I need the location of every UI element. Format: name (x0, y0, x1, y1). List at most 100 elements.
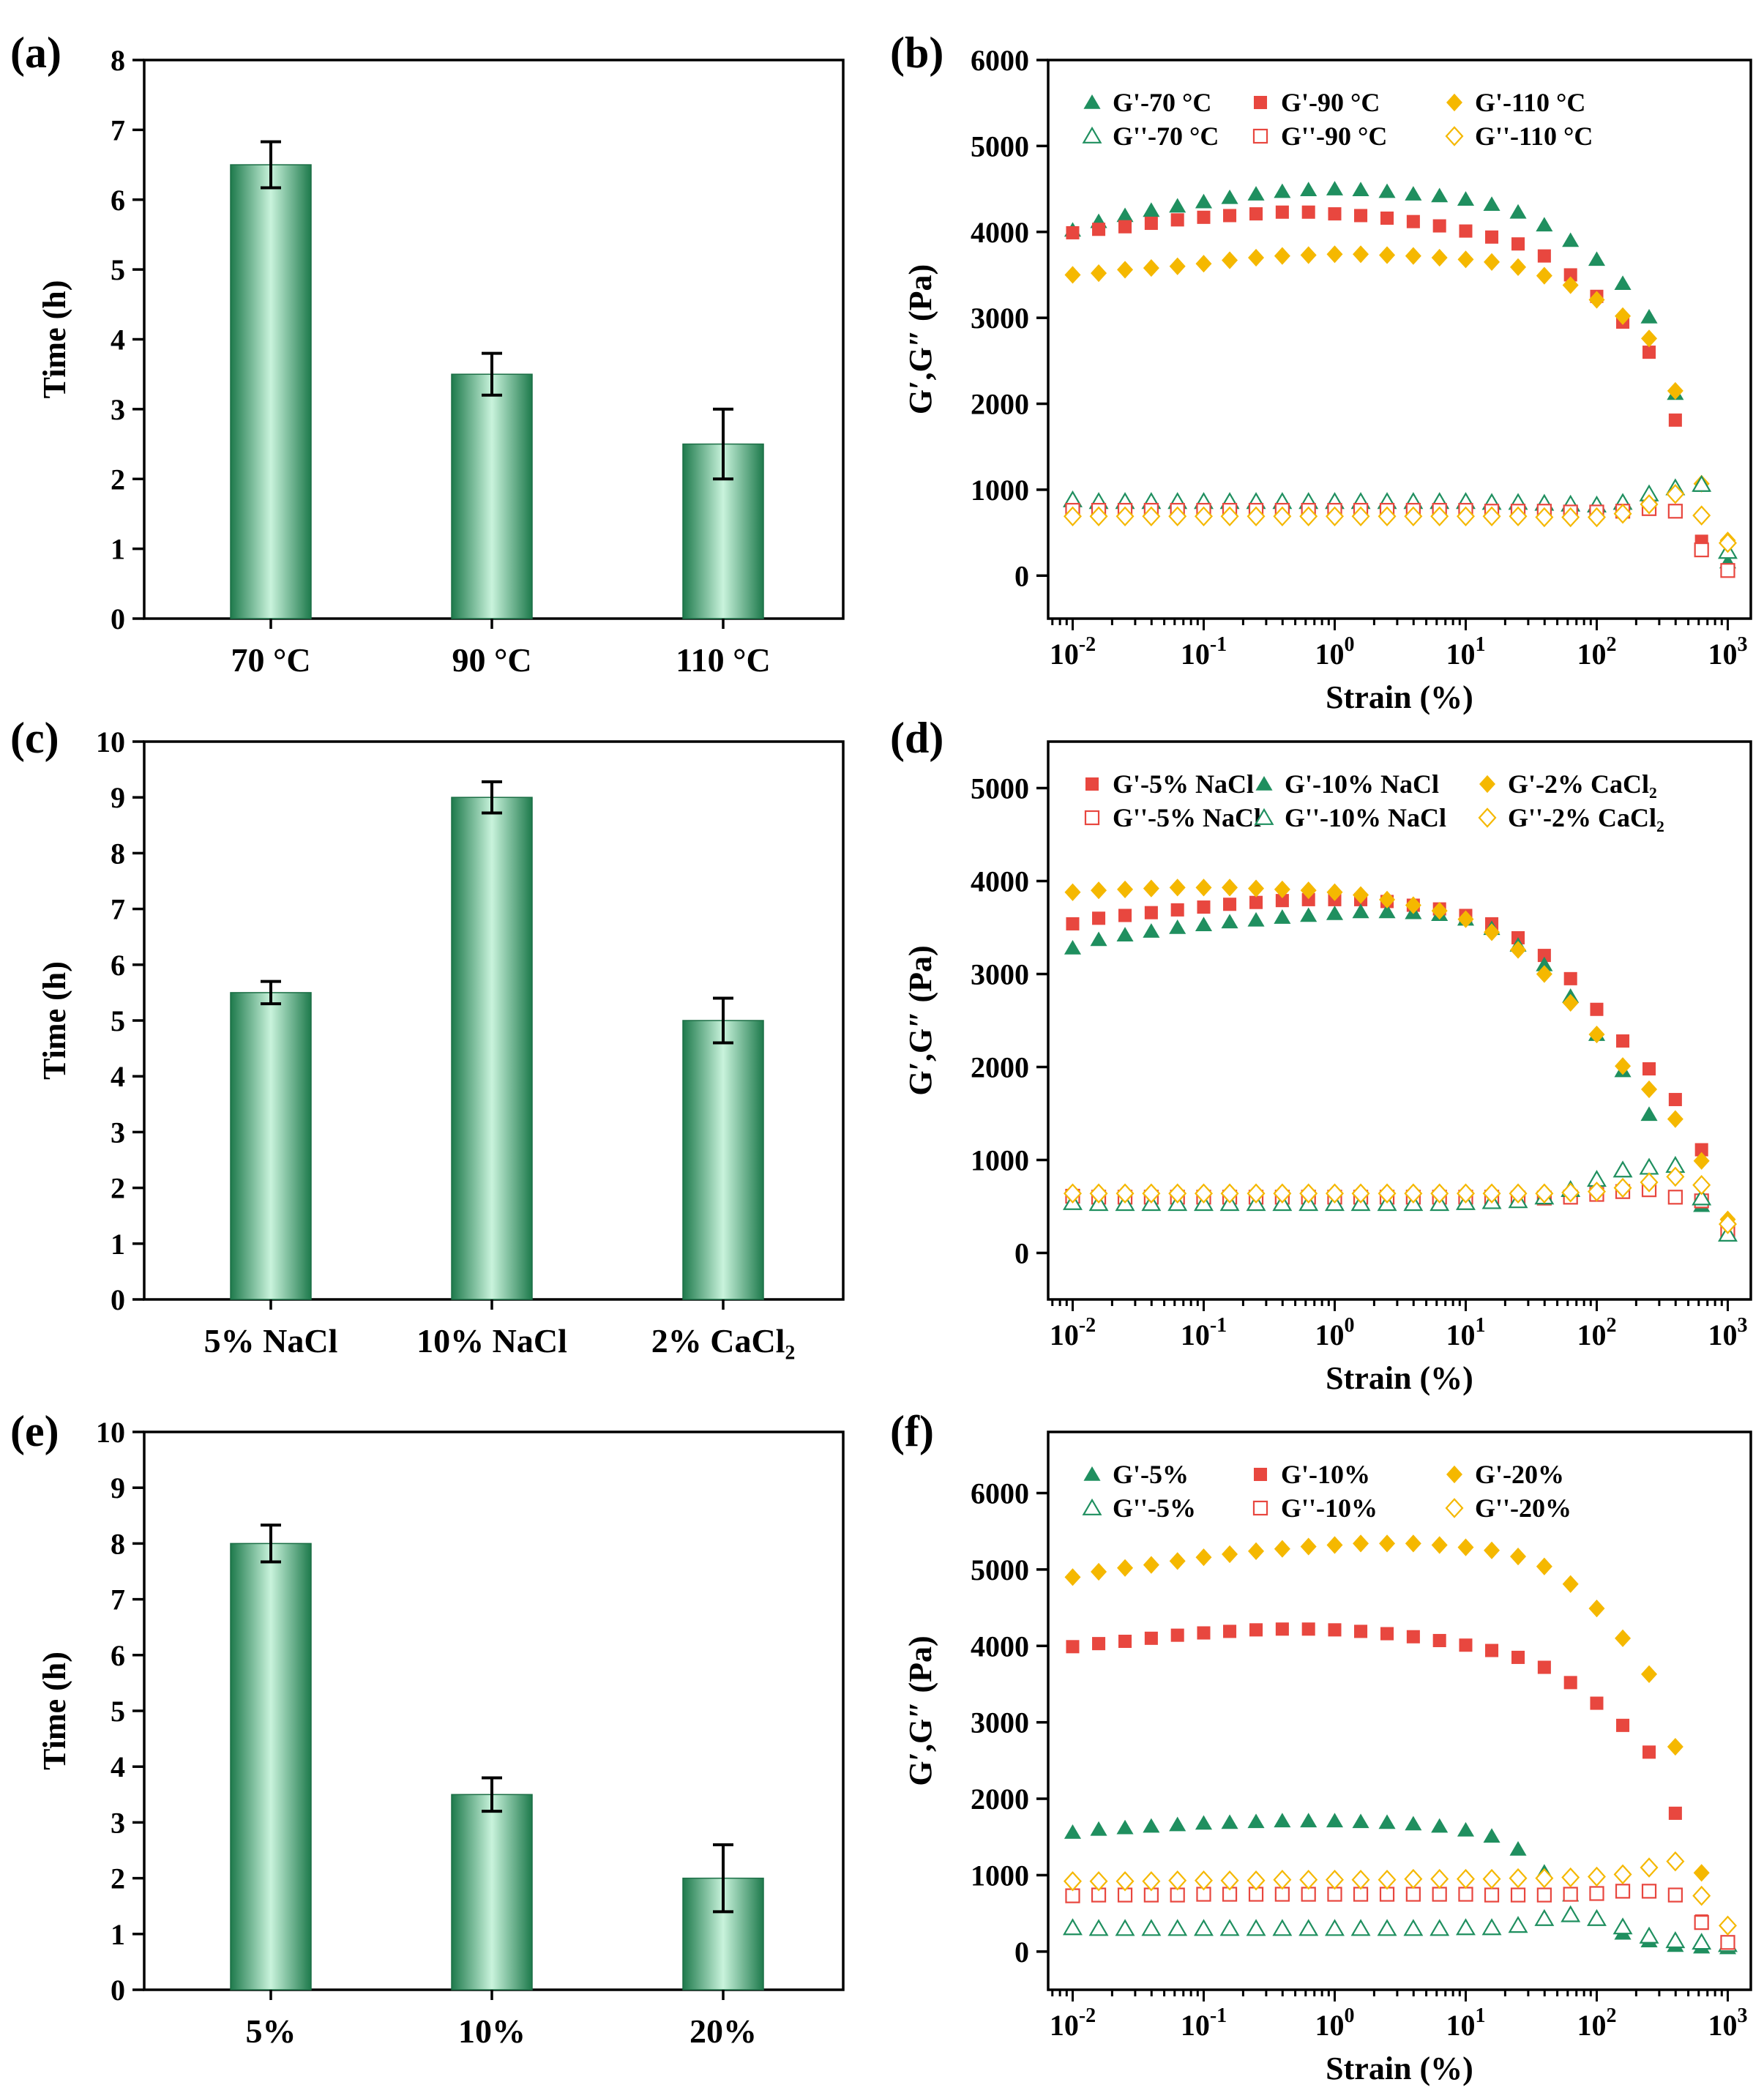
data-point (1300, 907, 1318, 922)
y-tick-label: 7 (111, 893, 125, 926)
series-5 (1065, 1884, 1735, 1950)
legend-entry: G''-5% NaCl (1084, 803, 1261, 832)
data-point (1300, 1813, 1318, 1828)
data-point (1666, 484, 1685, 504)
data-point (1484, 923, 1500, 941)
data-point (1482, 506, 1501, 527)
bar (451, 1794, 533, 1991)
data-point (1089, 1871, 1108, 1892)
data-point (1481, 1918, 1502, 1936)
legend-label: G'-10% NaCl (1285, 769, 1439, 799)
data-point (1535, 1868, 1554, 1889)
chart-panel-1: (a) 0 1 2 3 4 5 6 7 8 Time (h) 70 °C 90 °C 110 °C (10, 29, 845, 679)
legend-entry: G''-70 °C (1082, 122, 1219, 151)
data-point (1405, 247, 1421, 265)
data-point (1561, 1905, 1581, 1922)
data-point (1144, 217, 1158, 231)
legend-label: G'-5% NaCl (1113, 769, 1254, 799)
data-point (1115, 1871, 1135, 1892)
series-3 (1064, 878, 1736, 1228)
y-tick-label: 6000 (971, 44, 1029, 77)
data-point (1089, 1183, 1108, 1204)
y-tick-label: 6 (111, 1639, 125, 1672)
data-point (1457, 1538, 1474, 1556)
x-tick-label: 10-1 (1181, 1314, 1227, 1351)
y-tick-label: 7 (111, 113, 125, 146)
data-point (1431, 902, 1448, 920)
data-point (1091, 264, 1107, 283)
x-axis-label: Strain (%) (1326, 679, 1473, 715)
data-point (1116, 1819, 1134, 1835)
data-point (1221, 1814, 1238, 1829)
data-point (1537, 249, 1551, 263)
plot-frame (1047, 59, 1752, 620)
series-4 (1063, 1905, 1738, 1952)
data-point (1640, 1172, 1659, 1193)
data-point (1222, 878, 1238, 897)
panel-label: (b) (890, 29, 943, 77)
data-point (1300, 246, 1317, 264)
x-category-label: 5% (246, 2012, 296, 2050)
bar (451, 796, 533, 1300)
data-point (1431, 248, 1448, 267)
y-tick-label: 2000 (971, 388, 1029, 421)
legend-marker (1085, 777, 1099, 791)
y-tick-label: 5 (111, 1004, 125, 1037)
data-point (1457, 191, 1475, 206)
data-point (1248, 248, 1265, 267)
data-point (1248, 1542, 1265, 1560)
x-tick-label: 100 (1315, 2004, 1354, 2042)
data-point (1457, 1821, 1475, 1837)
legend-marker (1082, 1498, 1102, 1515)
data-point (1431, 1536, 1448, 1554)
data-point (1197, 1626, 1211, 1640)
data-point (1169, 1552, 1186, 1570)
data-point (1509, 1868, 1528, 1889)
data-point (1456, 1183, 1475, 1204)
data-point (1458, 1887, 1473, 1902)
data-point (1274, 183, 1291, 198)
y-tick-label: 1 (111, 1918, 125, 1951)
data-point (1143, 202, 1160, 217)
data-point (1326, 181, 1344, 195)
data-point (1249, 895, 1263, 909)
data-point (1641, 1884, 1657, 1899)
data-point (1352, 1813, 1369, 1829)
x-tick-label: 10-2 (1050, 1314, 1096, 1351)
x-tick-label: 100 (1315, 633, 1354, 671)
data-point (1143, 923, 1160, 938)
data-point (1117, 1559, 1134, 1577)
data-point (1169, 1816, 1186, 1832)
legend-label: G'-90 °C (1281, 88, 1380, 117)
legend-label: G''-5% NaCl (1113, 803, 1261, 832)
data-point (1352, 182, 1369, 197)
data-point (1195, 1548, 1212, 1567)
data-point (1588, 251, 1606, 266)
data-point (1694, 542, 1709, 558)
y-tick-label: 6 (111, 949, 125, 982)
data-point (1511, 237, 1525, 251)
data-point (1273, 1869, 1292, 1890)
y-tick-label: 3 (111, 393, 125, 426)
legend-entry: G''-20% (1445, 1493, 1571, 1523)
series-1 (1064, 181, 1737, 569)
series-4 (1063, 474, 1738, 559)
data-point (1590, 1002, 1604, 1016)
data-point (1535, 1183, 1554, 1204)
chart-panel-2: (b) 0 1000 2000 3000 4000 5000 6000 G′,G″ (Pa) 10… (890, 29, 1752, 715)
data-point (1064, 506, 1082, 527)
legend-marker (1253, 95, 1268, 110)
legend-label: G'-110 °C (1475, 88, 1585, 117)
plot-frame (1047, 1430, 1752, 1991)
data-point (1195, 1815, 1213, 1830)
legend-label: G''-20% (1475, 1493, 1571, 1523)
data-point (1220, 1870, 1239, 1891)
data-point (1720, 563, 1735, 578)
data-point (1536, 956, 1553, 971)
y-tick-label: 7 (111, 1583, 125, 1616)
data-point (1170, 213, 1184, 227)
legend-label: G''-70 °C (1113, 122, 1219, 151)
data-point (1353, 886, 1369, 904)
data-point (1221, 914, 1238, 929)
